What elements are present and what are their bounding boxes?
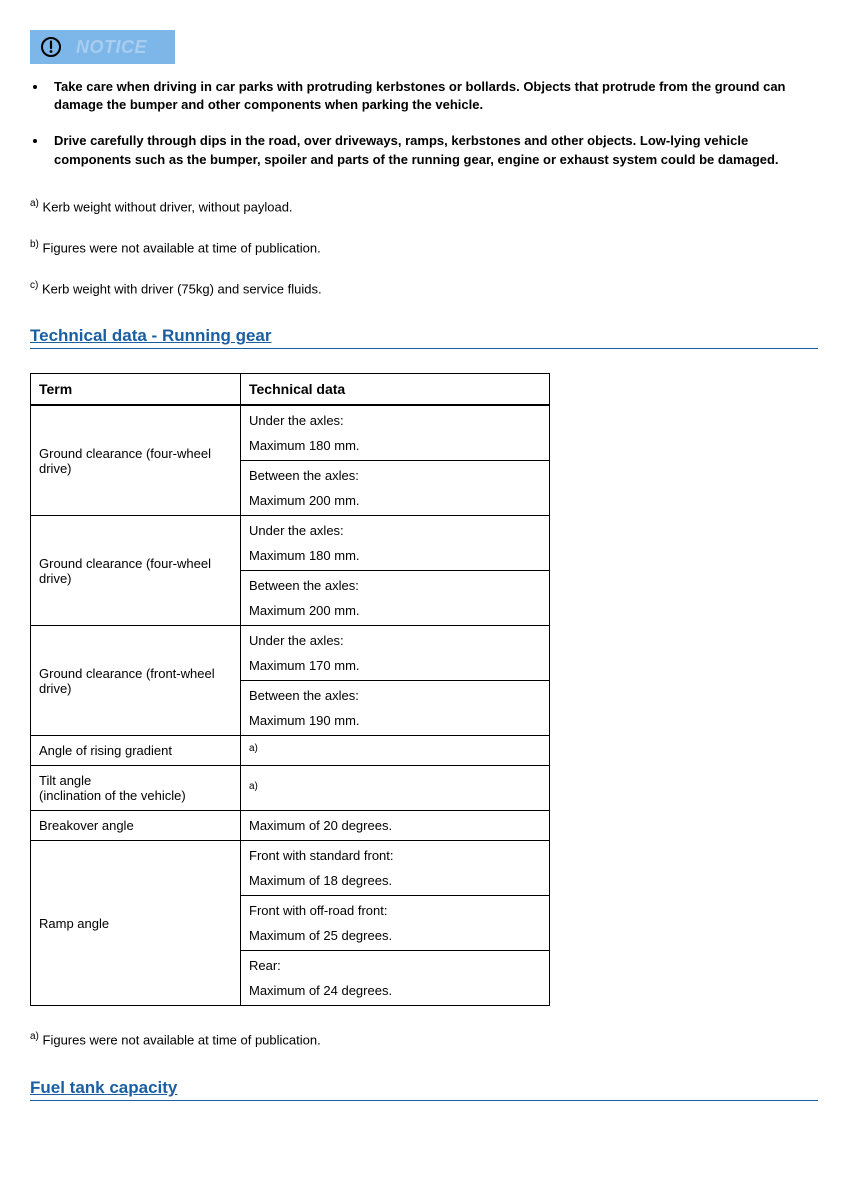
table-row: Ground clearance (four-wheel drive)Under… [31, 516, 550, 571]
table-cell-data: Maximum of 20 degrees. [241, 811, 550, 841]
alert-icon [40, 36, 62, 58]
section-heading-running-gear: Technical data - Running gear [30, 326, 272, 346]
table-cell-term: Tilt angle(inclination of the vehicle) [31, 766, 241, 811]
table-row: Tilt angle(inclination of the vehicle)a) [31, 766, 550, 811]
table-cell-data: a) [241, 736, 550, 766]
table-row: Ramp angleFront with standard front:Maxi… [31, 841, 550, 896]
table-row: Breakover angleMaximum of 20 degrees. [31, 811, 550, 841]
footnote: a) Figures were not available at time of… [30, 1030, 818, 1049]
table-cell-term: Ground clearance (four-wheel drive) [31, 516, 241, 626]
table-row: Angle of rising gradienta) [31, 736, 550, 766]
footnote-mark: a) [30, 198, 39, 209]
table-cell-data: Under the axles:Maximum 180 mm. [241, 405, 550, 461]
table-row: Ground clearance (four-wheel drive)Under… [31, 405, 550, 461]
notice-label: NOTICE [76, 37, 147, 58]
table-cell-data: Between the axles:Maximum 190 mm. [241, 681, 550, 736]
table-header-term: Term [31, 374, 241, 406]
table-cell-data: Under the axles:Maximum 170 mm. [241, 626, 550, 681]
footnote-text: Kerb weight without driver, without payl… [39, 199, 293, 214]
footnote-mark: a) [30, 1031, 39, 1042]
table-header-data: Technical data [241, 374, 550, 406]
technical-data-table: Term Technical data Ground clearance (fo… [30, 373, 550, 1006]
table-cell-term: Ground clearance (four-wheel drive) [31, 405, 241, 516]
footnote-text: Figures were not available at time of pu… [39, 1033, 321, 1048]
table-cell-term: Breakover angle [31, 811, 241, 841]
section-rule [30, 1100, 818, 1101]
notice-bullet: Take care when driving in car parks with… [48, 78, 818, 114]
table-cell-data: Between the axles:Maximum 200 mm. [241, 461, 550, 516]
table-cell-data: Front with off-road front:Maximum of 25 … [241, 896, 550, 951]
table-cell-data: Under the axles:Maximum 180 mm. [241, 516, 550, 571]
footnote-mark: b) [30, 239, 39, 250]
footnote-text: Figures were not available at time of pu… [39, 240, 321, 255]
footnote: c) Kerb weight with driver (75kg) and se… [30, 279, 818, 298]
table-cell-term: Ramp angle [31, 841, 241, 1006]
notice-bullet: Drive carefully through dips in the road… [48, 132, 818, 168]
footnote-text: Kerb weight with driver (75kg) and servi… [38, 282, 321, 297]
section-rule [30, 348, 818, 349]
table-cell-data: Front with standard front:Maximum of 18 … [241, 841, 550, 896]
section-heading-fuel-tank: Fuel tank capacity [30, 1078, 177, 1098]
table-row: Ground clearance (front-wheel drive)Unde… [31, 626, 550, 681]
notice-box: NOTICE [30, 30, 175, 64]
table-cell-term: Angle of rising gradient [31, 736, 241, 766]
table-cell-data: Between the axles:Maximum 200 mm. [241, 571, 550, 626]
footnote: b) Figures were not available at time of… [30, 238, 818, 257]
table-cell-data: a) [241, 766, 550, 811]
table-cell-data: Rear:Maximum of 24 degrees. [241, 951, 550, 1006]
table-cell-term: Ground clearance (front-wheel drive) [31, 626, 241, 736]
notice-bullet-list: Take care when driving in car parks with… [48, 78, 818, 169]
footnote: a) Kerb weight without driver, without p… [30, 197, 818, 216]
